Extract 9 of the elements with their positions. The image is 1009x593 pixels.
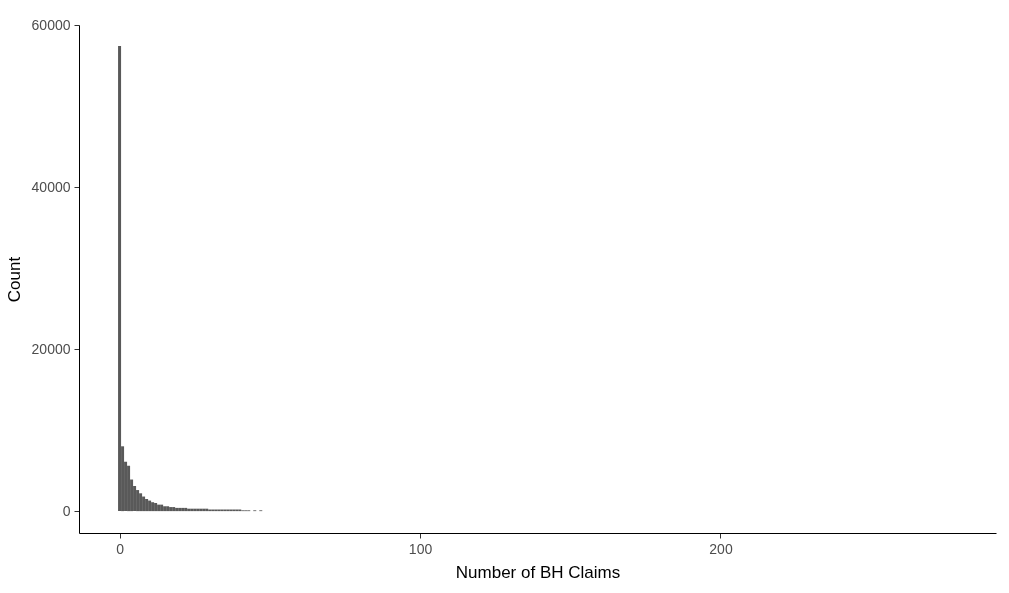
x-axis-title: Number of BH Claims xyxy=(455,562,621,582)
y-tick-label: 60000 xyxy=(31,16,71,33)
y-tick-label: 40000 xyxy=(31,178,71,195)
x-tick-label: 100 xyxy=(408,540,433,557)
y-axis-title: Count xyxy=(4,256,24,303)
y-tick-label: 0 xyxy=(62,502,71,519)
y-tick-label: 20000 xyxy=(31,340,71,357)
x-tick-label: 0 xyxy=(116,540,125,557)
x-tick-label: 200 xyxy=(709,540,733,557)
